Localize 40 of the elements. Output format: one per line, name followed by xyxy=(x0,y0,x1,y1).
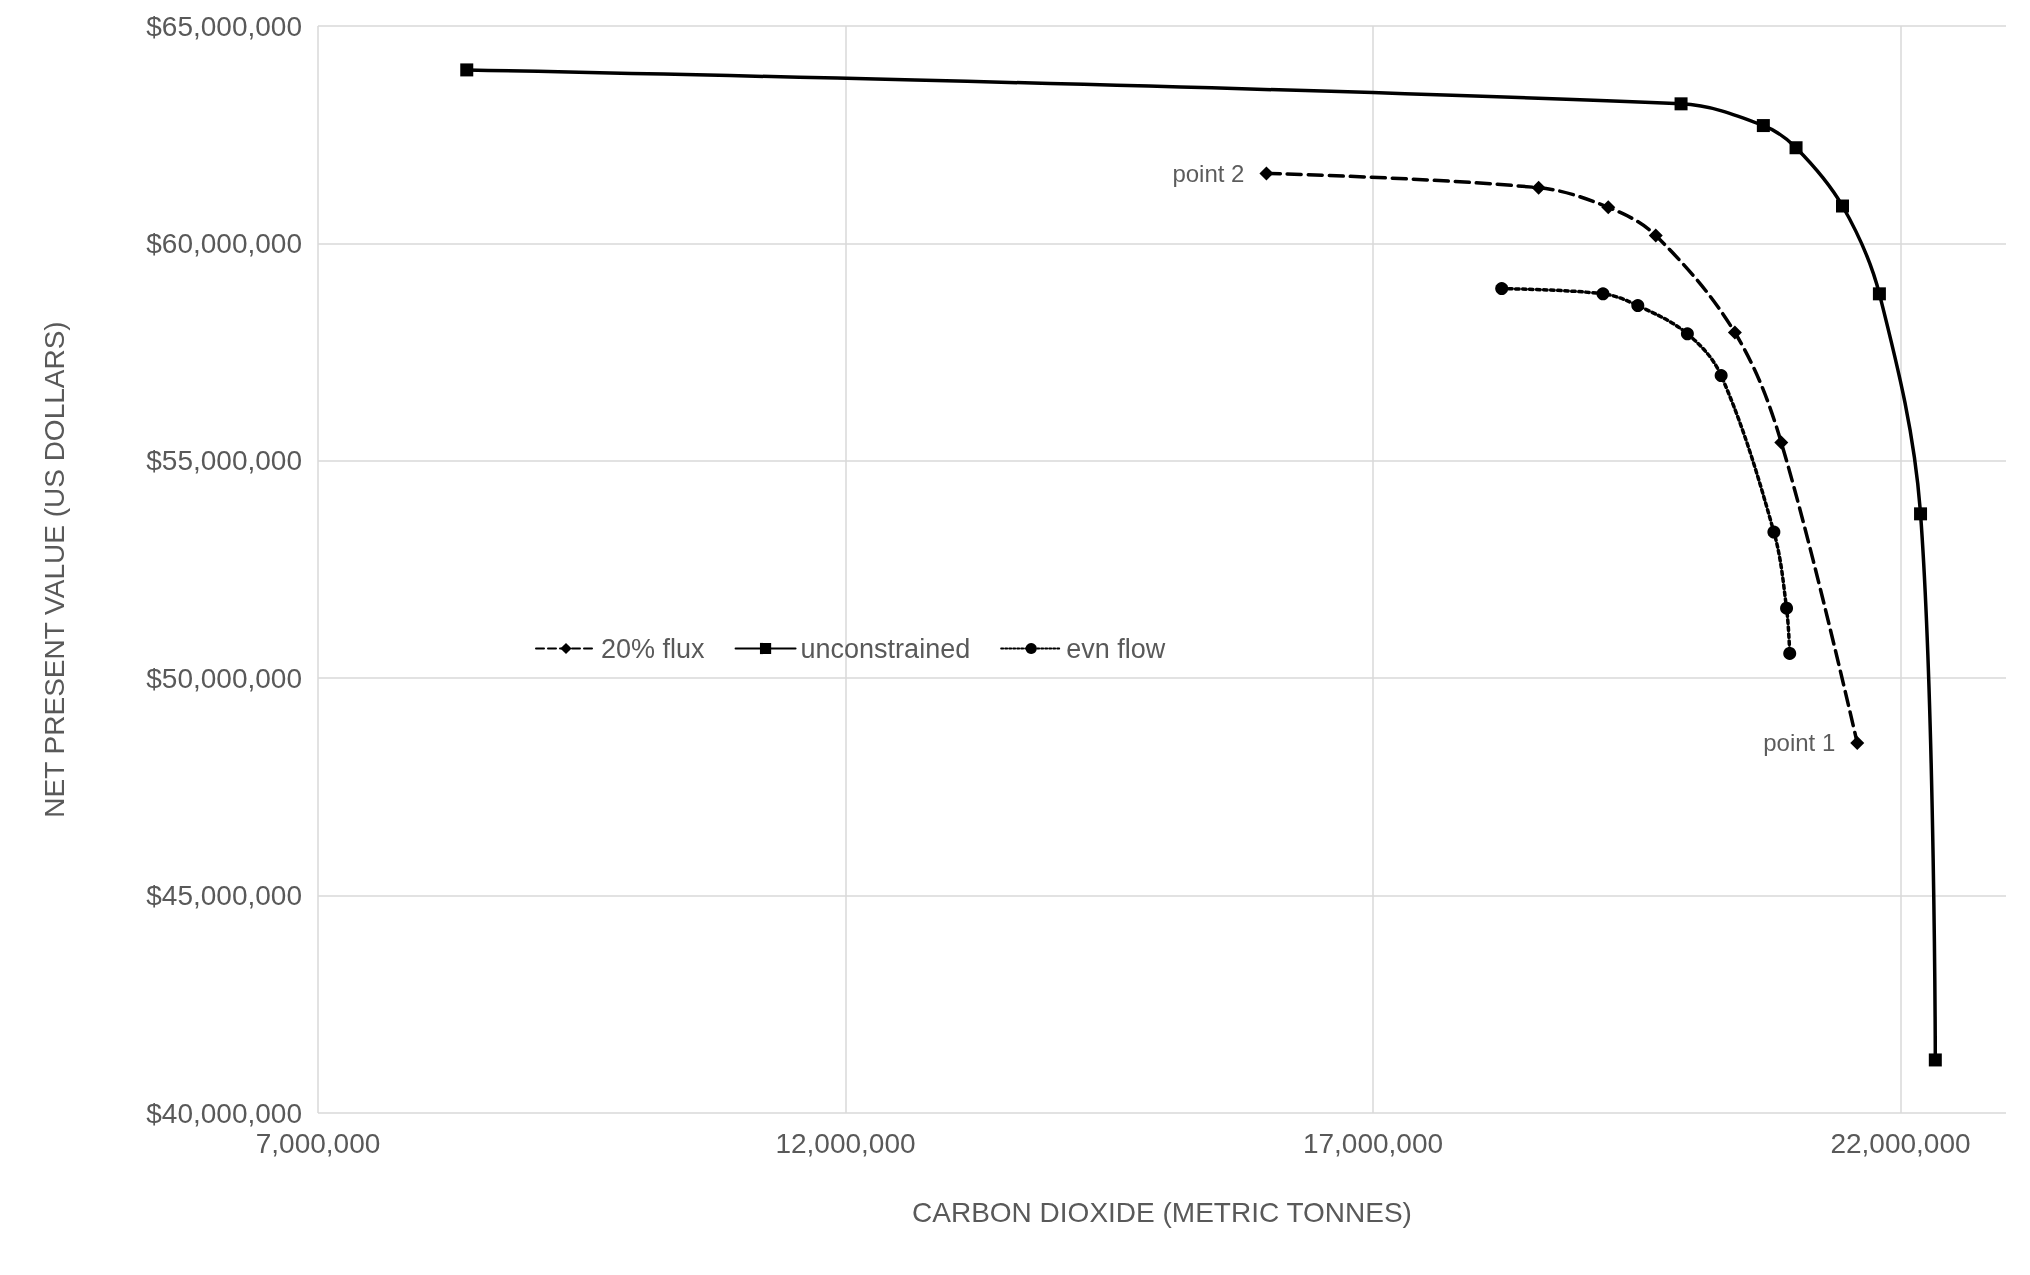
point xyxy=(1789,141,1803,155)
x-tick-label: 7,000,000 xyxy=(255,1127,381,1159)
annotation: point 1 xyxy=(1763,729,1836,757)
point xyxy=(1495,282,1509,296)
point xyxy=(1680,327,1694,341)
legend-label: unconstrained xyxy=(800,633,971,664)
point xyxy=(1928,1053,1942,1067)
y-axis-title: NET PRESENT VALUE (US DOLLARS) xyxy=(38,321,70,818)
point xyxy=(1774,435,1789,450)
point xyxy=(1714,369,1728,383)
y-tick-label: $45,000,000 xyxy=(146,880,302,912)
x-tick-label: 12,000,000 xyxy=(775,1127,916,1159)
y-tick-label: $65,000,000 xyxy=(146,10,302,42)
point xyxy=(1648,228,1663,243)
y-tick-label: $40,000,000 xyxy=(146,1097,302,1129)
point xyxy=(1596,287,1610,301)
y-tick-label: $50,000,000 xyxy=(146,662,302,694)
y-tick-label: $55,000,000 xyxy=(146,445,302,477)
annotation: point 2 xyxy=(1172,159,1245,187)
y-tick-label: $60,000,000 xyxy=(146,227,302,259)
legend-label: evn flow xyxy=(1066,633,1166,664)
x-axis-title: CARBON DIOXIDE (METRIC TONNES) xyxy=(912,1196,1412,1228)
point xyxy=(1850,735,1865,750)
x-tick-label: 17,000,000 xyxy=(1302,1127,1444,1159)
point xyxy=(1631,299,1645,313)
point xyxy=(1756,119,1770,133)
point xyxy=(460,63,474,77)
point xyxy=(1259,166,1274,181)
point xyxy=(1531,180,1546,195)
x-tick-label: 22,000,000 xyxy=(1830,1127,1971,1159)
point xyxy=(1674,97,1688,111)
legend-label: 20% flux xyxy=(601,633,706,664)
point xyxy=(1727,325,1742,340)
point xyxy=(1767,525,1781,539)
point xyxy=(1872,287,1886,301)
point xyxy=(1601,200,1616,215)
point xyxy=(1783,646,1797,660)
point xyxy=(1835,199,1849,213)
point xyxy=(1780,601,1794,615)
point xyxy=(1914,507,1928,521)
